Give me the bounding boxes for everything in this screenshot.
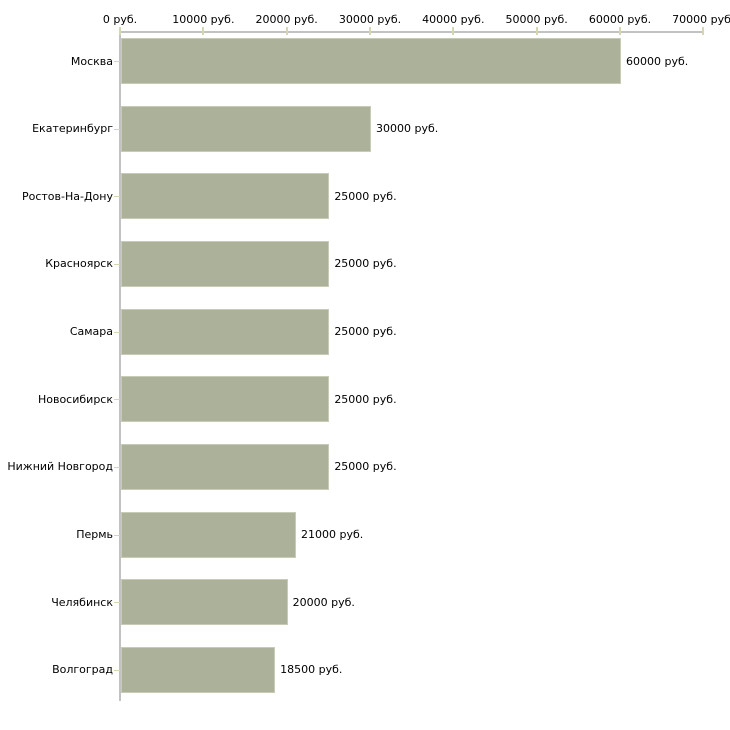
x-axis-tick-mark [535,27,538,35]
category-label: Пермь [76,528,113,542]
x-axis-tick-label: 50000 руб. [505,13,568,26]
x-axis-tick-mark [702,27,705,35]
x-axis-line [120,31,704,33]
bar-value-label: 20000 руб. [292,595,355,609]
category-label: Новосибирск [37,392,113,406]
bar-value-label: 30000 руб. [375,122,439,136]
bar [121,443,330,490]
bar-value-label: 25000 руб. [334,460,397,474]
category-label: Нижний Новгород [7,460,113,474]
x-axis-tick-label: 0 руб. [102,13,138,26]
x-axis-tick-label: 40000 руб. [422,13,485,26]
category-tick-mark [114,534,120,536]
category-label: Екатеринбург [32,122,113,136]
bar [121,376,330,423]
bar-value-label: 21000 руб. [300,528,364,542]
x-axis-tick-mark [202,27,205,35]
bar-value-label: 25000 руб. [334,257,397,271]
category-tick-mark [114,128,120,130]
x-axis-tick-label: 60000 руб. [588,13,652,26]
x-axis-tick-label: 30000 руб. [338,13,402,26]
category-tick-mark [114,669,120,671]
x-axis-tick-mark [618,27,621,35]
bar-value-label: 60000 руб. [625,54,689,68]
category-tick-mark [114,263,120,265]
bar [121,579,288,626]
x-axis-tick-label: 20000 руб. [255,13,318,26]
category-tick-mark [114,61,120,62]
x-axis-tick-mark [119,27,121,35]
bar-value-label: 25000 руб. [334,189,397,203]
x-axis-tick-mark [368,27,371,35]
bar [121,105,371,152]
bar [121,308,330,355]
x-axis-tick-label: 70000 руб. [672,13,730,26]
bar [121,646,276,693]
bar [121,173,330,220]
bar [121,511,296,558]
category-label: Красноярск [45,257,113,271]
x-axis-tick-mark [285,27,288,35]
x-axis-tick-label: 10000 руб. [172,13,235,26]
category-label: Ростов-На-Дону [21,189,113,203]
bar-value-label: 18500 руб. [280,663,343,677]
bar [121,240,330,287]
x-axis-tick-mark [452,27,455,35]
bar-value-label: 25000 руб. [334,325,397,339]
bar [121,38,621,84]
category-label: Волгоград [52,663,113,677]
category-tick-mark [114,331,120,333]
category-label: Самара [69,325,113,339]
bar-value-label: 25000 руб. [334,392,397,406]
category-tick-mark [114,196,120,198]
category-tick-mark [114,466,120,468]
category-tick-mark [114,602,120,604]
category-tick-mark [114,399,120,401]
y-axis-line [119,31,121,701]
category-label: Челябинск [51,595,113,609]
category-label: Москва [70,54,113,68]
